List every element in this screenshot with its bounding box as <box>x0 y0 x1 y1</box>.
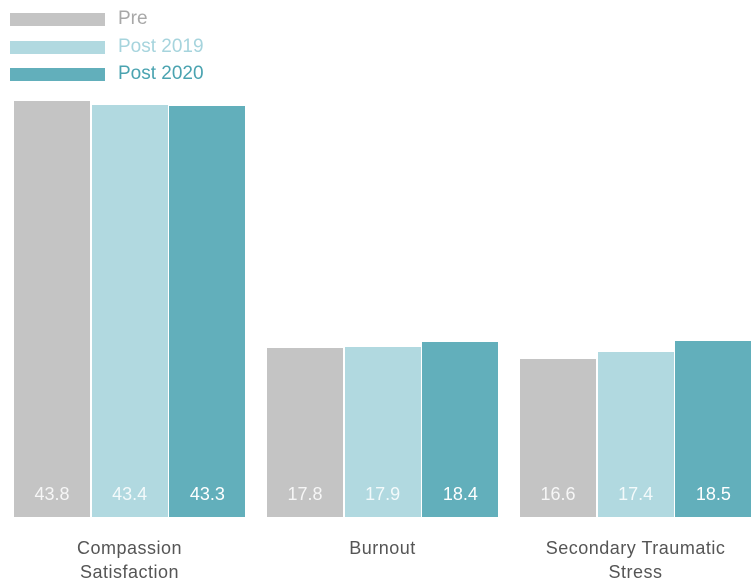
value-label: 18.5 <box>695 484 731 504</box>
bar <box>422 342 499 517</box>
bar <box>91 104 168 517</box>
value-label: 16.6 <box>540 484 576 504</box>
x-tick-label: Secondary Traumatic Stress <box>545 538 726 582</box>
bar <box>597 351 674 517</box>
value-label: 17.4 <box>618 484 654 504</box>
value-label: 17.8 <box>287 484 323 504</box>
legend-label: Pre <box>118 8 148 29</box>
bar <box>520 359 596 517</box>
value-label: 43.4 <box>112 484 148 504</box>
x-tick-label: Burnout <box>349 538 416 558</box>
legend-label: Post 2019 <box>118 35 204 57</box>
value-label: 43.3 <box>189 484 225 504</box>
legend-swatch <box>10 68 105 81</box>
bar <box>344 346 421 517</box>
value-label: 43.8 <box>34 484 70 504</box>
x-tick-label: Compassion Satisfaction <box>77 538 183 582</box>
bar <box>267 347 343 517</box>
legend-label: Post 2020 <box>118 63 204 84</box>
bar <box>169 105 246 517</box>
legend-swatch <box>10 13 105 26</box>
bar <box>14 100 90 517</box>
legend-swatch <box>10 40 105 54</box>
value-label: 17.9 <box>365 484 401 504</box>
value-label: 18.4 <box>442 484 478 504</box>
bar <box>675 341 751 517</box>
